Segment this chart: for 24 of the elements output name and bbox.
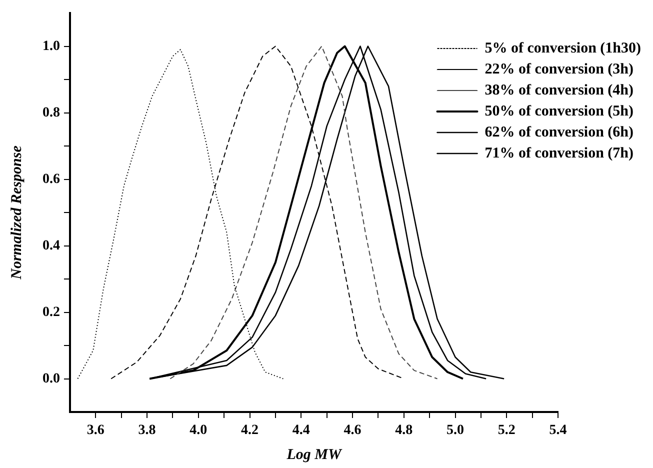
x-tick-label: 4.2	[241, 423, 259, 438]
x-tick-label: 3.6	[86, 423, 104, 438]
y-axis-title: Normalized Response	[8, 145, 25, 280]
legend-label: 62% of conversion (6h)	[484, 124, 634, 140]
x-axis-title: Log MW	[286, 446, 343, 463]
x-tick-label: 4.8	[395, 423, 413, 438]
legend-label: 38% of conversion (4h)	[484, 82, 634, 98]
legend-label: 50% of conversion (5h)	[484, 103, 634, 120]
x-tick-label: 5.2	[498, 423, 516, 438]
x-tick-label: 3.8	[138, 423, 156, 438]
y-tick-label: 0.4	[42, 238, 60, 254]
x-tick-label: 4.0	[190, 423, 208, 438]
legend-label: 71% of conversion (7h)	[484, 145, 634, 162]
legend-label: 5% of conversion (1h30)	[484, 40, 642, 56]
y-tick-label: 0.8	[42, 105, 60, 120]
x-tick-label: 4.6	[344, 423, 362, 438]
x-tick-label: 4.4	[292, 423, 310, 438]
y-tick-label: 0.6	[42, 172, 60, 187]
x-tick-label: 5.0	[446, 423, 464, 438]
y-tick-label: 0.0	[42, 371, 60, 386]
y-tick-label: 0.2	[42, 304, 60, 320]
legend-label: 22% of conversion (3h)	[484, 61, 634, 78]
y-tick-label: 1.0	[42, 38, 60, 54]
x-tick-label: 5.4	[549, 423, 567, 438]
